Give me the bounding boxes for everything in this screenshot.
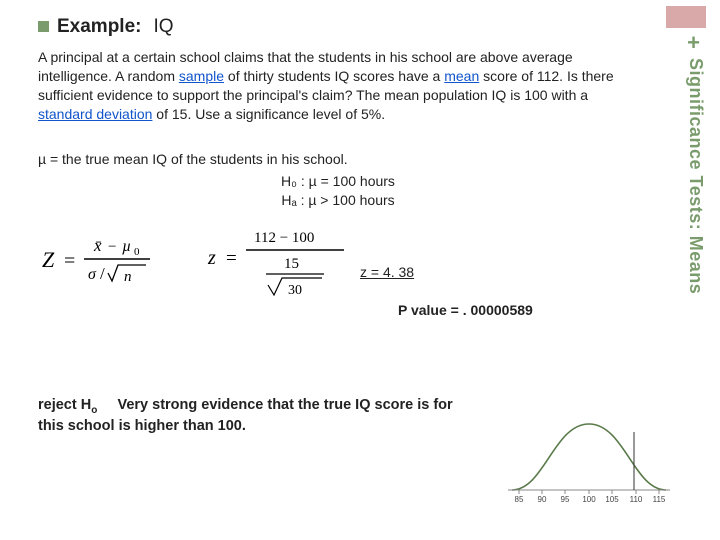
plus-icon: + [687,30,700,56]
svg-text:z: z [207,247,216,269]
mu-definition: µ = the true mean IQ of the students in … [38,150,638,170]
para-t2: of thirty students IQ scores have a [224,68,444,84]
para-t4: of 15. Use a significance level of 5%. [152,106,385,122]
svg-text:15: 15 [284,256,299,272]
p-value: P value = . 00000589 [398,302,533,318]
normal-curve: 85 90 95 100 105 110 115 [504,412,674,512]
svg-text:105: 105 [605,495,619,504]
title-subject: IQ [153,16,173,38]
link-stddev[interactable]: standard deviation [38,106,152,122]
h0: H₀ : µ = 100 hours [38,172,638,192]
svg-text:100: 100 [582,495,596,504]
conclusion-gap [97,397,117,413]
bullet-icon [38,21,49,32]
svg-text:0: 0 [134,246,140,258]
hypotheses: µ = the true mean IQ of the students in … [38,150,638,211]
slide-title: Example: IQ [38,16,174,38]
svg-text:n: n [124,269,132,285]
svg-text:85: 85 [515,495,524,504]
side-label: Significance Tests: Means [685,58,706,294]
ha: Hₐ : µ > 100 hours [38,191,638,211]
z-formula-general: Z = x̄ − µ 0 σ / n [38,229,168,293]
svg-text:=: = [226,248,237,269]
svg-text:x̄: x̄ [93,236,102,255]
formula-row: Z = x̄ − µ 0 σ / n z = 112 − 100 15 30 [38,222,638,300]
svg-text:−: − [108,239,116,255]
svg-text:Z: Z [42,247,55,272]
z-formula-numeric: z = 112 − 100 15 30 [206,222,366,300]
svg-text:95: 95 [561,495,570,504]
corner-box [666,6,706,28]
link-mean[interactable]: mean [444,68,479,84]
reject-label: reject H [38,397,91,413]
svg-text:σ: σ [88,266,97,283]
conclusion: reject Ho Very strong evidence that the … [38,396,468,437]
link-sample[interactable]: sample [179,68,224,84]
svg-text:=: = [64,250,75,272]
svg-text:112 − 100: 112 − 100 [254,230,314,246]
svg-text:30: 30 [288,283,302,298]
svg-text:90: 90 [538,495,547,504]
svg-text:110: 110 [630,495,643,504]
problem-paragraph: A principal at a certain school claims t… [38,48,638,124]
svg-text:115: 115 [653,495,666,504]
svg-text:/: / [100,264,105,283]
title-main: Example: [57,16,141,38]
svg-text:µ: µ [122,238,131,255]
z-result: z = 4. 38 [360,264,414,280]
